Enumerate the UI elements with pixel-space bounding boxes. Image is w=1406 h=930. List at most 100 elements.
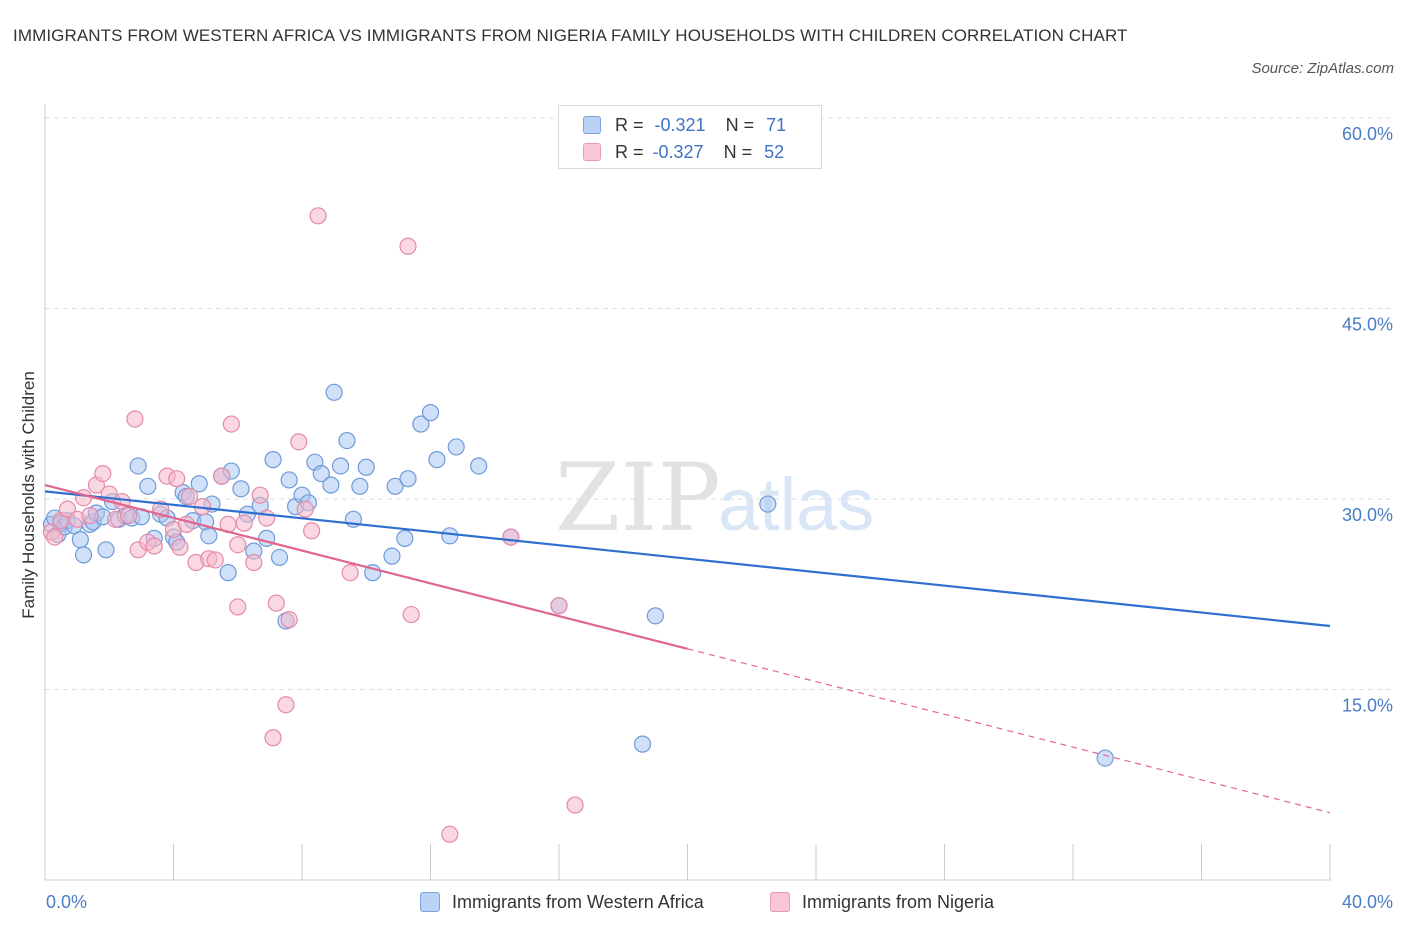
stats-r-label: R = xyxy=(615,114,644,135)
western-africa-point-66 xyxy=(447,438,465,456)
western-africa-point-65 xyxy=(441,527,459,545)
nigeria-point-38 xyxy=(277,696,295,714)
stats-swatch-pink xyxy=(583,143,601,161)
western-africa-point-36 xyxy=(232,480,250,498)
stats-legend: R = -0.321 N = 71 R = -0.327 N = 52 xyxy=(558,105,822,169)
nigeria-point-40 xyxy=(290,433,308,451)
western-africa-point-49 xyxy=(312,465,330,483)
western-africa-point-29 xyxy=(190,475,208,493)
nigeria-point-30 xyxy=(222,415,240,433)
nigeria-point-46 xyxy=(399,237,417,255)
nigeria-point-34 xyxy=(251,486,269,504)
western-africa-point-42 xyxy=(270,548,289,567)
western-africa-point-50 xyxy=(322,476,340,494)
stats-r-label: R = xyxy=(615,141,644,162)
series-legend: Immigrants from Western Africa Immigrant… xyxy=(0,888,1406,916)
x-tick-labels: 0.0% 40.0% xyxy=(46,892,1393,912)
nigeria-point-32 xyxy=(235,514,253,532)
legend-item-western-africa[interactable]: Immigrants from Western Africa xyxy=(420,888,704,916)
nigeria-point-44 xyxy=(341,564,359,582)
nigeria-point-23 xyxy=(180,487,199,506)
x-tick-label-0: 0.0% xyxy=(46,892,87,912)
nigeria-point-8 xyxy=(94,465,112,483)
western-africa-point-20 xyxy=(139,477,157,495)
nigeria-point-51 xyxy=(229,598,247,616)
stats-n-value: 71 xyxy=(766,114,787,135)
stats-r-value: -0.321 xyxy=(654,114,706,135)
watermark: ZIP atlas xyxy=(555,444,874,553)
legend-item-nigeria[interactable]: Immigrants from Nigeria xyxy=(770,888,994,916)
western-africa-point-62 xyxy=(412,415,430,433)
western-africa-point-71 xyxy=(646,607,664,625)
x-tick-label-1: 40.0% xyxy=(1342,892,1393,912)
western-africa-point-56 xyxy=(357,458,375,476)
western-africa-point-70 xyxy=(633,735,652,753)
western-africa-point-53 xyxy=(338,431,356,450)
nigeria-point-1 xyxy=(46,528,64,546)
stats-r-value: -0.327 xyxy=(652,141,704,162)
stats-swatch-blue xyxy=(583,116,601,134)
western-africa-point-52 xyxy=(331,457,350,475)
western-africa-point-8 xyxy=(74,546,93,564)
y-tick-label-2: 45.0% xyxy=(1342,315,1393,335)
nigeria-point-27 xyxy=(206,551,224,569)
nigeria-point-5 xyxy=(74,489,93,507)
nigeria-point-12 xyxy=(119,506,138,525)
western-africa-point-7 xyxy=(71,531,89,549)
western-africa-point-55 xyxy=(351,477,369,495)
watermark-atlas: atlas xyxy=(718,463,874,546)
trend-lines xyxy=(44,483,1331,814)
nigeria-point-37 xyxy=(267,594,285,612)
legend-label-nigeria: Immigrants from Nigeria xyxy=(802,891,995,912)
nigeria-point-31 xyxy=(229,536,247,554)
grid-lines xyxy=(45,117,1392,690)
stats-n-value: 52 xyxy=(764,141,785,162)
nigeria-point-35 xyxy=(258,509,276,527)
nigeria-point-36 xyxy=(264,729,282,747)
y-tick-label-3: 60.0% xyxy=(1342,124,1393,144)
stats-n-label: N = xyxy=(723,141,753,162)
chart-title: IMMIGRANTS FROM WESTERN AFRICA VS IMMIGR… xyxy=(13,26,1128,45)
western-africa-point-59 xyxy=(386,477,404,495)
stats-legend-row-nigeria: R = -0.327 N = 52 xyxy=(583,140,784,164)
nigeria-point-42 xyxy=(303,522,321,540)
watermark-zip: ZIP xyxy=(555,444,721,553)
western-africa-point-41 xyxy=(264,451,282,469)
western-africa-point-61 xyxy=(399,470,417,488)
series-western-africa-points xyxy=(42,383,1114,767)
nigeria-point-16 xyxy=(145,537,163,555)
western-africa-point-58 xyxy=(383,547,401,565)
nigeria-point-47 xyxy=(441,825,459,843)
western-africa-point-67 xyxy=(470,457,488,475)
nigeria-point-13 xyxy=(126,410,144,428)
nigeria-point-45 xyxy=(402,605,420,624)
nigeria-point-6 xyxy=(81,506,99,525)
nigeria-point-21 xyxy=(171,538,189,556)
nigeria-point-33 xyxy=(245,553,263,572)
source-label: Source: ZipAtlas.com xyxy=(1251,60,1394,77)
western-africa-point-31 xyxy=(200,527,218,545)
nigeria-point-49 xyxy=(550,597,568,615)
western-africa-point-63 xyxy=(421,404,440,422)
y-tick-label-0: 15.0% xyxy=(1342,696,1393,716)
western-africa-point-60 xyxy=(396,529,414,547)
stats-legend-row-western-africa: R = -0.321 N = 71 xyxy=(583,113,786,137)
western-africa-point-51 xyxy=(325,383,343,401)
nigeria-point-39 xyxy=(280,611,298,629)
western-africa-point-34 xyxy=(219,564,237,582)
legend-swatch-blue xyxy=(420,892,440,912)
legend-swatch-pink xyxy=(770,892,790,912)
western-africa-point-13 xyxy=(97,541,115,559)
y-tick-labels: 15.0% 30.0% 45.0% 60.0% xyxy=(1342,124,1393,716)
western-africa-point-44 xyxy=(280,471,298,489)
trend-line-nigeria-extrapolated xyxy=(687,648,1331,814)
nigeria-point-48 xyxy=(502,528,520,546)
nigeria-point-41 xyxy=(296,500,314,518)
legend-label-western-africa: Immigrants from Western Africa xyxy=(452,891,704,912)
nigeria-point-50 xyxy=(566,796,584,814)
western-africa-point-18 xyxy=(129,457,147,475)
stats-n-label: N = xyxy=(725,114,755,135)
series-nigeria-points xyxy=(42,207,584,843)
nigeria-point-43 xyxy=(309,207,327,225)
